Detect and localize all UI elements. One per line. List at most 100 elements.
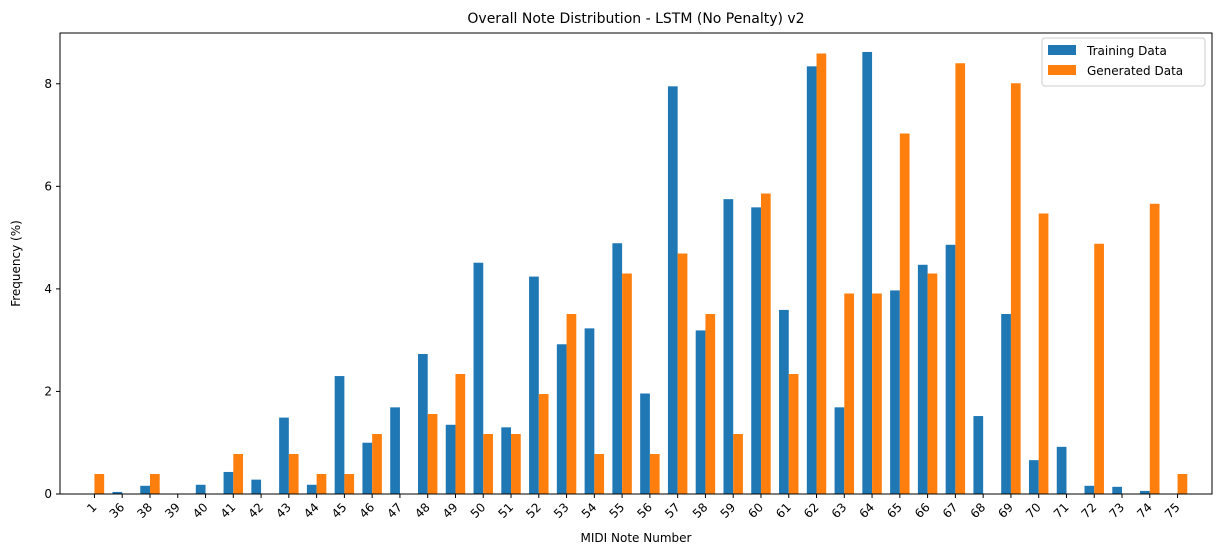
bar-training-54 [584, 328, 595, 494]
bar-generated-55 [622, 273, 632, 494]
legend-label: Generated Data [1087, 64, 1183, 78]
bar-training-69 [1001, 314, 1011, 494]
bar-generated-48 [427, 414, 438, 494]
bar-training-67 [945, 244, 956, 494]
x-tick-label: 50 [468, 500, 489, 521]
bar-training-47 [390, 407, 400, 494]
bar-generated-54 [594, 454, 605, 494]
bar-training-46 [362, 442, 373, 494]
x-tick-label: 63 [829, 500, 850, 521]
bar-training-36 [112, 491, 123, 494]
bars-group [94, 51, 1188, 495]
x-tick-label: 51 [495, 500, 516, 521]
x-axis-label: MIDI Note Number [581, 531, 692, 545]
legend: Training Data Generated Data [1041, 37, 1206, 87]
bar-generated-66 [927, 273, 938, 494]
legend-box [1041, 37, 1206, 87]
legend-label: Training Data [1086, 44, 1167, 58]
y-tick-label: 6 [44, 179, 52, 193]
bar-generated-58 [705, 314, 716, 494]
y-tick-label: 2 [44, 384, 52, 398]
x-tick-label: 47 [384, 500, 405, 521]
x-axis: 1 36 38 39 40 41 42 43 44 45 46 47 48 49 50 51 52 53 54 55 5… [84, 494, 1183, 521]
x-tick-label: 44 [301, 500, 322, 521]
bar-generated-60 [760, 193, 771, 494]
x-tick-label: 73 [1106, 500, 1127, 521]
bar-generated-46 [372, 434, 382, 494]
x-tick-label: 68 [968, 500, 989, 521]
bar-generated-57 [677, 253, 688, 494]
x-tick-label: 55 [607, 500, 628, 521]
x-tick-label: 1 [84, 500, 99, 515]
x-tick-label: 69 [995, 500, 1016, 521]
y-tick-label: 8 [44, 77, 52, 91]
bar-training-38 [140, 485, 150, 494]
y-tick-label: 4 [44, 282, 52, 296]
bar-generated-52 [538, 394, 549, 494]
x-tick-label: 40 [190, 500, 211, 521]
bar-generated-69 [1010, 83, 1021, 495]
bar-generated-65 [899, 133, 910, 494]
bar-training-51 [501, 427, 512, 494]
bar-training-61 [779, 309, 789, 494]
chart-title: Overall Note Distribution - LSTM (No Pen… [467, 11, 804, 27]
x-tick-label: 62 [801, 500, 822, 521]
x-tick-label: 71 [1051, 500, 1072, 521]
bar-training-58 [695, 330, 706, 494]
bar-generated-1 [94, 474, 105, 494]
bar-training-45 [334, 376, 345, 494]
x-tick-label: 39 [162, 500, 183, 521]
x-tick-label: 75 [1162, 500, 1183, 521]
x-tick-label: 42 [245, 500, 266, 521]
x-tick-label: 72 [1079, 500, 1100, 521]
bar-training-41 [223, 471, 234, 494]
bar-generated-63 [844, 293, 855, 494]
x-tick-label: 58 [690, 500, 711, 521]
bar-training-73 [1112, 486, 1123, 494]
bar-training-55 [612, 243, 623, 494]
bar-training-71 [1056, 446, 1067, 494]
bar-training-72 [1084, 485, 1095, 494]
bar-generated-49 [455, 374, 466, 494]
legend-swatch [1048, 65, 1076, 75]
x-tick-label: 56 [634, 500, 655, 521]
bar-generated-72 [1094, 243, 1104, 494]
bar-training-57 [667, 86, 678, 494]
bar-generated-45 [344, 474, 355, 494]
x-tick-label: 66 [912, 500, 933, 521]
bar-training-60 [751, 207, 761, 494]
x-tick-label: 43 [273, 500, 294, 521]
x-tick-label: 46 [357, 500, 378, 521]
bar-training-62 [806, 66, 817, 494]
y-axis: 0 2 4 6 8 [44, 77, 60, 501]
x-tick-label: 57 [662, 500, 683, 521]
bar-training-59 [723, 199, 734, 495]
x-tick-label: 65 [884, 500, 905, 521]
y-tick-label: 0 [44, 487, 52, 501]
bar-generated-62 [816, 53, 827, 494]
bar-generated-70 [1038, 213, 1049, 494]
bar-training-63 [834, 407, 845, 494]
bar-generated-67 [955, 63, 966, 494]
bar-generated-50 [483, 434, 493, 494]
x-tick-label: 59 [718, 500, 739, 521]
bar-generated-61 [788, 374, 799, 494]
bar-generated-64 [872, 293, 882, 494]
x-tick-label: 53 [551, 500, 572, 521]
x-tick-label: 45 [329, 500, 350, 521]
bar-training-68 [973, 416, 984, 494]
bar-generated-74 [1149, 203, 1160, 494]
x-tick-label: 70 [1023, 500, 1044, 521]
bar-generated-53 [566, 314, 577, 494]
legend-swatch [1048, 45, 1076, 55]
x-tick-label: 48 [412, 500, 433, 521]
bar-training-53 [556, 344, 567, 494]
bar-generated-75 [1177, 474, 1188, 494]
bar-training-65 [890, 290, 900, 494]
x-tick-label: 74 [1134, 500, 1155, 521]
plot-frame [59, 32, 1213, 495]
bar-training-48 [417, 354, 428, 494]
x-tick-label: 38 [134, 500, 155, 521]
bar-generated-38 [149, 474, 160, 494]
